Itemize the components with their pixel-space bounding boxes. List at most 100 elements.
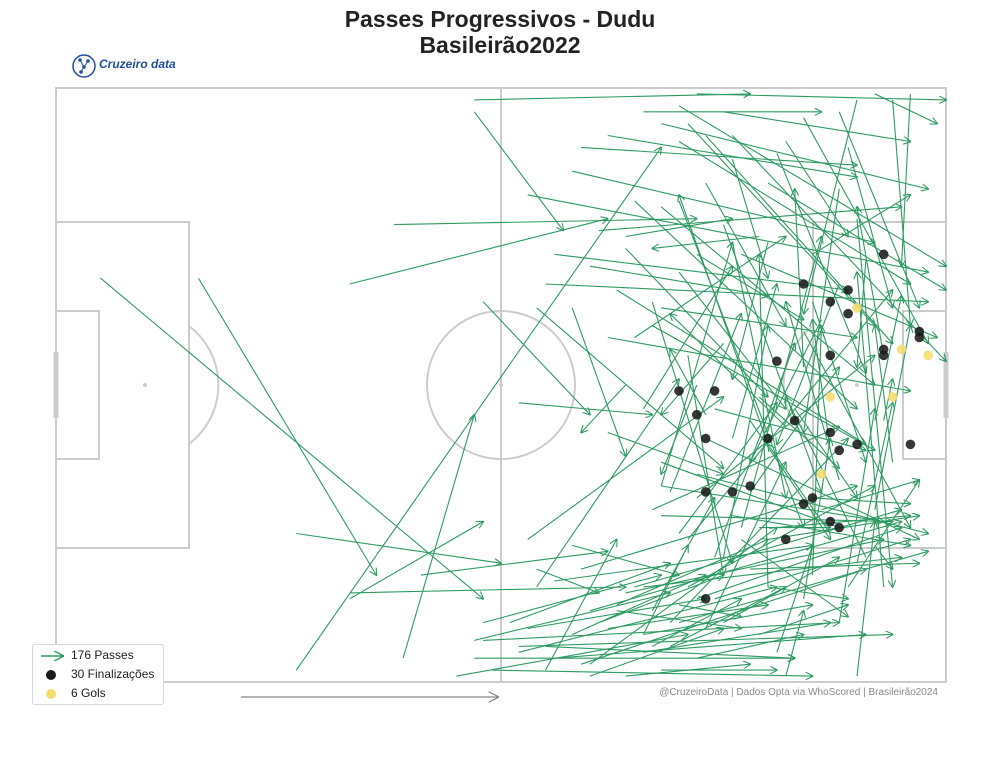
pass-arrow: [767, 586, 848, 599]
pass-arrow: [722, 326, 769, 558]
pass-arrow: [847, 147, 893, 307]
pass-arrow: [482, 301, 590, 415]
pass-arrow: [740, 538, 848, 616]
pass-arrow: [856, 522, 875, 677]
goal-point: [887, 392, 898, 402]
pass-arrow: [723, 111, 911, 142]
left-penalty-spot: [143, 383, 147, 387]
pass-arrow: [696, 253, 804, 319]
pass-arrow: [731, 159, 768, 278]
pass-arrow: [536, 568, 599, 593]
pass-arrow: [625, 219, 733, 238]
pass-arrow: [536, 307, 724, 468]
pass-arrow: [349, 587, 626, 594]
pass-arrow: [652, 235, 760, 249]
shot-point: [825, 297, 836, 307]
pass-arrow: [786, 397, 867, 558]
pass-arrow: [777, 283, 840, 444]
shot-point: [843, 308, 853, 319]
pass-arrow: [776, 516, 911, 529]
pass-arrow: [100, 277, 484, 599]
pass-arrow: [722, 224, 822, 492]
pass-arrow: [492, 669, 812, 676]
pass-arrow: [545, 539, 617, 671]
pass-arrow: [705, 182, 786, 326]
right-penalty-spot: [855, 383, 859, 387]
pass-arrow: [527, 599, 706, 630]
pass-arrow: [518, 402, 653, 415]
pass-arrow: [696, 93, 946, 100]
center-spot: [499, 383, 503, 387]
shot-point: [700, 594, 711, 604]
pass-arrow: [349, 522, 484, 600]
right-penalty-arc: [782, 325, 814, 445]
shot-point: [692, 409, 702, 420]
legend-shots: 30 Finalizações: [33, 666, 163, 684]
pass-arrow: [874, 326, 911, 510]
pass-arrow: [295, 147, 661, 671]
legend-passes: 176 Passes: [33, 647, 163, 665]
pitch-markings: [53, 87, 949, 683]
pass-arrow: [589, 265, 768, 296]
pass-arrow: [687, 355, 724, 575]
pass-arrow: [785, 611, 804, 677]
pass-arrow: [714, 343, 795, 558]
pass-arrow: [874, 296, 902, 421]
pass-arrow-icon: [41, 647, 65, 665]
pass-arrow: [875, 326, 894, 463]
pass-arrow: [723, 557, 840, 624]
pass-arrow: [607, 134, 857, 178]
shot-point: [843, 285, 853, 295]
pass-arrow: [661, 485, 884, 522]
brand-logo: Cruzeiro data: [72, 52, 202, 80]
left-penalty-area: [55, 221, 190, 549]
pass-arrow: [607, 605, 768, 630]
shot-point: [772, 356, 782, 367]
pass-arrow: [776, 545, 813, 653]
shot-point: [763, 433, 773, 444]
pass-arrow: [572, 170, 875, 242]
pass-arrow: [589, 528, 777, 665]
pass-arrow: [670, 349, 707, 415]
pass-arrow: [696, 528, 902, 600]
pass-arrow: [589, 522, 902, 612]
pass-arrow: [474, 593, 670, 641]
pass-arrow: [509, 563, 670, 624]
pass-arrow: [803, 439, 831, 599]
pass-arrow: [741, 253, 937, 337]
pass-arrow: [874, 545, 893, 569]
pass-arrow: [812, 195, 911, 255]
pass-arrow: [483, 575, 661, 624]
pass-arrow: [705, 462, 786, 629]
shot-point: [798, 279, 809, 289]
legend-passes-label: 176 Passes: [71, 648, 134, 662]
pass-arrow: [651, 301, 732, 563]
pass-arrow: [581, 146, 857, 165]
pass-arrow: [349, 219, 608, 285]
pass-arrow: [785, 141, 848, 237]
goals-layer: [816, 303, 933, 479]
pass-arrow: [767, 182, 946, 290]
pass-arrow: [545, 283, 929, 302]
pass-arrow: [892, 99, 911, 326]
legend-shots-label: 30 Finalizações: [71, 667, 155, 681]
pass-arrow: [652, 599, 741, 647]
legend-goals: 6 Gols: [33, 685, 163, 703]
shot-point: [825, 427, 836, 438]
center-circle: [426, 310, 576, 460]
pass-arrow: [661, 461, 839, 527]
pass-arrow: [545, 645, 795, 658]
pass-arrow: [661, 384, 698, 474]
left-penalty-arc: [188, 325, 220, 445]
pass-arrow: [661, 123, 928, 189]
pass-arrow: [811, 301, 866, 462]
passes-layer: [100, 93, 947, 677]
goal-dot-icon: [46, 689, 56, 699]
chart-title-line1: Passes Progressivos - Dudu: [344, 6, 656, 32]
pass-arrow: [803, 331, 911, 528]
logo-text: Cruzeiro data: [99, 57, 176, 71]
shot-point: [825, 516, 836, 527]
pass-arrow: [651, 498, 714, 611]
pass-arrow: [803, 117, 929, 344]
network-logo-icon: [72, 54, 96, 78]
